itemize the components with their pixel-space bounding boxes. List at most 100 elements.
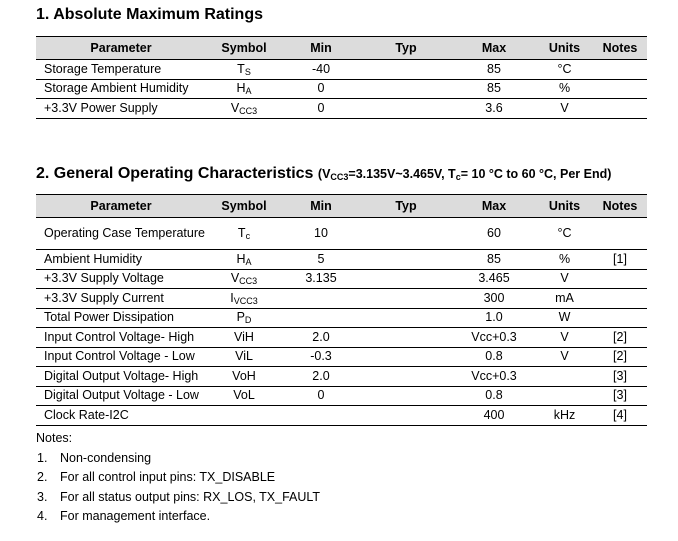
cell-symbol: VCC3 bbox=[206, 98, 282, 119]
cell-typ bbox=[360, 347, 452, 367]
cell-typ bbox=[360, 366, 452, 387]
cell-min: -40 bbox=[282, 59, 360, 80]
cell-units: W bbox=[536, 308, 593, 328]
cell-symbol: VoH bbox=[206, 366, 282, 387]
cell-symbol: HA bbox=[206, 249, 282, 270]
header-typ: Typ bbox=[360, 36, 452, 60]
cell-symbol: TS bbox=[206, 59, 282, 80]
cell-min: 2.0 bbox=[282, 327, 360, 348]
note-text: For management interface. bbox=[60, 509, 211, 523]
cell-units: V bbox=[536, 327, 593, 348]
cell-typ bbox=[360, 79, 452, 99]
note-text: For all control input pins: TX_DISABLE bbox=[60, 470, 276, 484]
table-header-row: Parameter Symbol Min Typ Max Units Notes bbox=[36, 194, 647, 218]
cell-max: 1.0 bbox=[452, 308, 536, 328]
cell-parameter: Total Power Dissipation bbox=[36, 308, 206, 328]
section2-conditions: (VCC3=3.135V~3.465V, Tc= 10 °C to 60 °C,… bbox=[317, 167, 612, 182]
cell-symbol: VCC3 bbox=[206, 269, 282, 289]
cell-max: 3.6 bbox=[452, 98, 536, 119]
cell-min: -0.3 bbox=[282, 347, 360, 367]
table-row: Input Control Voltage- High ViH 2.0 Vcc+0.3… bbox=[36, 327, 647, 348]
cell-notes bbox=[593, 59, 647, 80]
notes-section: Notes: 1. Non-condensing 2. For all control… bbox=[36, 429, 320, 527]
section2-title-text: 2. General Operating Characteristics bbox=[36, 165, 314, 182]
cell-notes: [1] bbox=[593, 249, 647, 270]
absolute-max-ratings-table: Parameter Symbol Min Typ Max Units Notes Stora… bbox=[36, 36, 647, 119]
note-item: 2. For all control input pins: TX_DISABLE bbox=[36, 468, 320, 488]
cell-max: 60 bbox=[452, 217, 536, 250]
cell-parameter: +3.3V Power Supply bbox=[36, 98, 206, 119]
cell-max: 0.8 bbox=[452, 386, 536, 406]
cell-max: 85 bbox=[452, 79, 536, 99]
header-max: Max bbox=[452, 194, 536, 218]
table-row: +3.3V Supply Current IVCC3 300 mA bbox=[36, 288, 647, 309]
section2-title: 2. General Operating Characteristics (VC… bbox=[36, 165, 611, 183]
note-index: 3. bbox=[37, 489, 48, 504]
cell-min bbox=[282, 308, 360, 328]
cell-max: Vcc+0.3 bbox=[452, 366, 536, 387]
cell-parameter: Digital Output Voltage- High bbox=[36, 366, 206, 387]
cell-min: 5 bbox=[282, 249, 360, 270]
cell-max: 3.465 bbox=[452, 269, 536, 289]
cell-max: 85 bbox=[452, 59, 536, 80]
note-item: 1. Non-condensing bbox=[36, 449, 320, 469]
header-symbol: Symbol bbox=[206, 194, 282, 218]
cell-min: 0 bbox=[282, 98, 360, 119]
table-row: Total Power Dissipation PD 1.0 W bbox=[36, 308, 647, 328]
cell-units: % bbox=[536, 249, 593, 270]
table-row: Storage Temperature TS -40 85 °C bbox=[36, 59, 647, 80]
cell-notes: [4] bbox=[593, 405, 647, 426]
cell-min bbox=[282, 288, 360, 309]
header-notes: Notes bbox=[593, 36, 647, 60]
header-parameter: Parameter bbox=[36, 36, 206, 60]
cell-parameter: Storage Ambient Humidity bbox=[36, 79, 206, 99]
cell-notes: [2] bbox=[593, 327, 647, 348]
cell-notes bbox=[593, 217, 647, 250]
cell-typ bbox=[360, 308, 452, 328]
header-units: Units bbox=[536, 194, 593, 218]
cell-typ bbox=[360, 217, 452, 250]
cell-symbol: ViH bbox=[206, 327, 282, 348]
table-row: Input Control Voltage - Low ViL -0.3 0.8 V [2… bbox=[36, 347, 647, 367]
cell-notes: [3] bbox=[593, 366, 647, 387]
cell-min: 10 bbox=[282, 217, 360, 250]
table-row: Clock Rate-I2C 400 kHz [4] bbox=[36, 405, 647, 426]
cell-parameter: Input Control Voltage- High bbox=[36, 327, 206, 348]
cell-parameter: Input Control Voltage - Low bbox=[36, 347, 206, 367]
cell-min: 2.0 bbox=[282, 366, 360, 387]
cell-notes bbox=[593, 308, 647, 328]
cell-symbol: PD bbox=[206, 308, 282, 328]
table-row: Digital Output Voltage- High VoH 2.0 Vcc+0.… bbox=[36, 366, 647, 387]
cell-parameter: +3.3V Supply Current bbox=[36, 288, 206, 309]
note-text: For all status output pins: RX_LOS, TX_F… bbox=[60, 489, 321, 504]
cell-units bbox=[536, 366, 593, 387]
cell-typ bbox=[360, 249, 452, 270]
cell-min: 3.135 bbox=[282, 269, 360, 289]
note-item: 4. For management interface. bbox=[36, 507, 320, 527]
cell-typ bbox=[360, 386, 452, 406]
cell-notes: [3] bbox=[593, 386, 647, 406]
cell-notes: [2] bbox=[593, 347, 647, 367]
cell-units: V bbox=[536, 269, 593, 289]
cell-units: kHz bbox=[536, 405, 593, 426]
cell-symbol: IVCC3 bbox=[206, 288, 282, 309]
note-index: 4. bbox=[37, 509, 48, 523]
note-index: 1. bbox=[37, 450, 48, 465]
cell-min: 0 bbox=[282, 386, 360, 406]
cell-typ bbox=[360, 288, 452, 309]
header-min: Min bbox=[282, 194, 360, 218]
operating-characteristics-table: Parameter Symbol Min Typ Max Units Notes Opera… bbox=[36, 194, 647, 426]
cell-units: mA bbox=[536, 288, 593, 309]
cell-parameter: Storage Temperature bbox=[36, 59, 206, 80]
cell-units: °C bbox=[536, 217, 593, 250]
cell-notes bbox=[593, 269, 647, 289]
notes-heading: Notes: bbox=[36, 431, 73, 445]
header-notes: Notes bbox=[593, 194, 647, 218]
cell-max: Vcc+0.3 bbox=[452, 327, 536, 348]
cell-units: °C bbox=[536, 59, 593, 80]
header-typ: Typ bbox=[360, 194, 452, 218]
cell-parameter: Ambient Humidity bbox=[36, 249, 206, 270]
header-min: Min bbox=[282, 36, 360, 60]
cell-typ bbox=[360, 327, 452, 348]
cell-parameter: Operating Case Temperature bbox=[36, 217, 206, 250]
